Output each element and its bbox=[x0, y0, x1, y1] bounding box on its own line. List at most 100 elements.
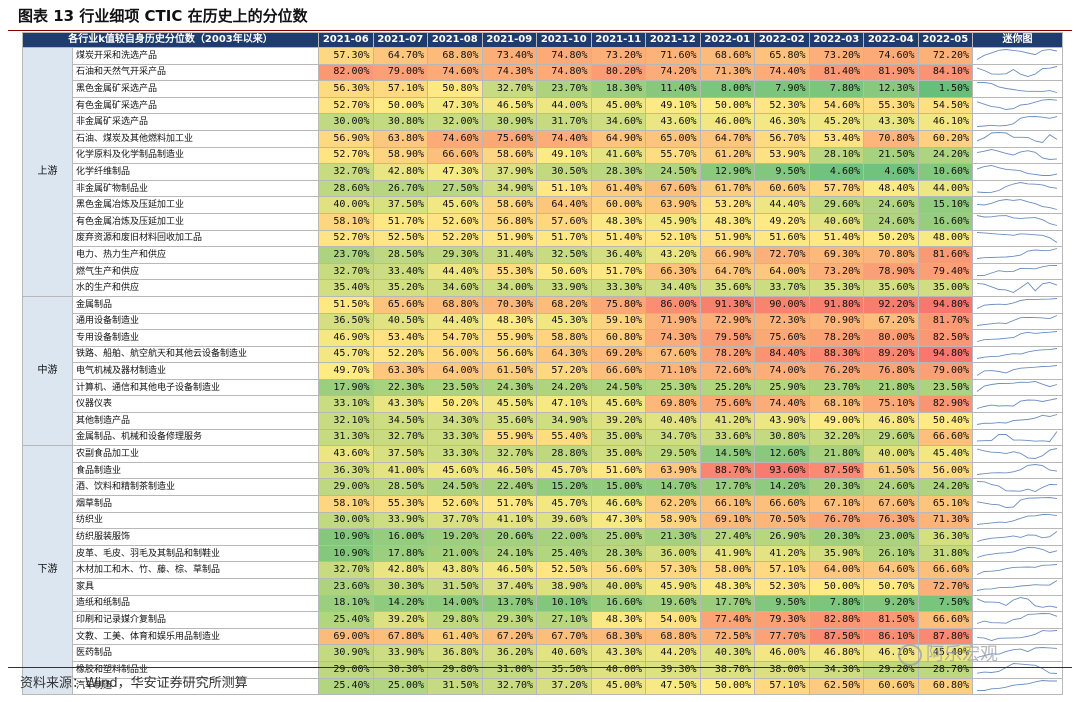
figure-title: 图表 13 行业细项 CTIC 在历史上的分位数 bbox=[18, 7, 308, 25]
value-cell: 33.40% bbox=[372, 262, 429, 281]
value-cell: 46.10% bbox=[917, 113, 974, 131]
value-cell: 13.70% bbox=[481, 594, 538, 613]
sparkline-cell bbox=[972, 594, 1064, 613]
value-cell: 48.30% bbox=[699, 578, 756, 596]
value-cell: 86.00% bbox=[645, 295, 701, 314]
value-cell: 70.80% bbox=[863, 129, 919, 148]
table-row: 纺织服装服饰 10.90% 16.00% 19.20% 20.60% 22.00% 25.0… bbox=[23, 528, 1064, 546]
value-cell: 7.80% bbox=[808, 594, 865, 613]
value-cell: 52.70% bbox=[318, 96, 374, 115]
value-cell: 91.30% bbox=[699, 295, 756, 314]
value-cell: 39.30% bbox=[645, 660, 701, 679]
sparkline-cell bbox=[972, 495, 1064, 513]
value-cell: 34.00% bbox=[481, 279, 538, 297]
sparkline-header: 迷你图 bbox=[972, 32, 1064, 48]
value-cell: 21.80% bbox=[808, 445, 865, 463]
value-cell: 19.20% bbox=[427, 528, 483, 546]
industry-name: 金属制品、机械和设备修理服务 bbox=[71, 428, 320, 447]
value-cell: 42.80% bbox=[372, 163, 429, 181]
sparkline bbox=[976, 447, 1058, 459]
value-cell: 48.40% bbox=[863, 179, 919, 198]
table-row: 上游 煤炭开采和洗选产品 57.30% 64.70% 68.80% 73.40% 74.80… bbox=[22, 47, 1064, 297]
value-cell: 57.30% bbox=[318, 47, 374, 65]
sparkline-line bbox=[976, 364, 1058, 376]
value-cell: 34.40% bbox=[645, 279, 701, 297]
value-cell: 55.30% bbox=[863, 96, 919, 115]
value-cell: 15.10% bbox=[917, 196, 974, 214]
industry-name: 家具 bbox=[71, 578, 320, 596]
table-row: 有色金属矿采选产品 52.70% 50.00% 47.30% 46.50% 44.00% 4… bbox=[23, 96, 1064, 115]
value-cell: 45.60% bbox=[427, 461, 483, 480]
value-cell: 12.90% bbox=[699, 163, 756, 181]
value-cell: 31.50% bbox=[427, 578, 483, 596]
value-cell: 74.60% bbox=[863, 47, 919, 65]
table-row: 印刷和记录媒介复制品 25.40% 39.20% 29.80% 29.30% 27.10%… bbox=[23, 611, 1064, 629]
value-cell: 66.90% bbox=[699, 246, 756, 264]
value-cell: 46.50% bbox=[481, 96, 538, 115]
value-cell: 37.90% bbox=[481, 163, 538, 181]
value-cell: 31.70% bbox=[536, 113, 592, 131]
value-cell: 22.30% bbox=[372, 378, 429, 397]
sparkline-cell bbox=[972, 312, 1064, 331]
value-cell: 37.50% bbox=[372, 445, 429, 463]
sparkline-cell bbox=[972, 196, 1064, 214]
sparkline-cell bbox=[972, 229, 1064, 248]
value-cell: 66.60% bbox=[590, 362, 647, 380]
value-cell: 12.30% bbox=[863, 80, 919, 98]
value-cell: 78.90% bbox=[863, 262, 919, 281]
group-label: 上游 bbox=[22, 47, 73, 297]
value-cell: 58.00% bbox=[699, 561, 756, 579]
value-cell: 41.20% bbox=[699, 412, 756, 430]
value-cell: 46.80% bbox=[863, 412, 919, 430]
industry-name: 医药制品 bbox=[71, 644, 320, 662]
sparkline-cell bbox=[972, 528, 1064, 546]
value-cell: 29.50% bbox=[645, 445, 701, 463]
sparkline-cell bbox=[972, 395, 1064, 414]
value-cell: 64.00% bbox=[754, 262, 810, 281]
value-cell: 17.70% bbox=[699, 478, 756, 497]
value-cell: 89.20% bbox=[863, 345, 919, 364]
value-cell: 52.60% bbox=[427, 495, 483, 513]
sparkline bbox=[976, 663, 1058, 675]
sparkline-cell bbox=[972, 561, 1064, 579]
value-cell: 57.30% bbox=[645, 561, 701, 579]
value-cell: 58.80% bbox=[536, 329, 592, 347]
value-cell: 32.70% bbox=[318, 163, 374, 181]
value-cell: 16.60% bbox=[590, 594, 647, 613]
value-cell: 64.70% bbox=[699, 129, 756, 148]
value-cell: 63.90% bbox=[645, 196, 701, 214]
value-cell: 63.80% bbox=[372, 129, 429, 148]
sparkline-line bbox=[976, 563, 1058, 575]
value-cell: 60.80% bbox=[590, 329, 647, 347]
value-cell: 54.50% bbox=[917, 96, 974, 115]
value-cell: 69.20% bbox=[590, 345, 647, 364]
value-cell: 47.10% bbox=[536, 395, 592, 414]
sparkline bbox=[976, 630, 1058, 642]
value-cell: 78.20% bbox=[699, 345, 756, 364]
sparkline-line bbox=[976, 198, 1058, 210]
value-cell: 44.40% bbox=[427, 262, 483, 281]
value-cell: 30.30% bbox=[372, 660, 429, 679]
table-row: 皮革、毛皮、羽毛及其制品和制鞋业 10.90% 17.80% 21.00% 24.10%… bbox=[23, 544, 1064, 563]
sparkline-line bbox=[977, 265, 1058, 276]
value-cell: 10.90% bbox=[318, 528, 374, 546]
sparkline-cell bbox=[972, 279, 1064, 297]
sparkline-cell bbox=[972, 63, 1064, 82]
month-header: 2021-08 bbox=[427, 32, 483, 48]
value-cell: 36.50% bbox=[318, 312, 374, 331]
value-cell: 25.40% bbox=[318, 611, 374, 629]
value-cell: 34.30% bbox=[808, 660, 865, 679]
sparkline-cell bbox=[972, 627, 1064, 646]
value-cell: 14.00% bbox=[427, 594, 483, 613]
value-cell: 44.00% bbox=[917, 179, 974, 198]
sparkline bbox=[976, 596, 1058, 608]
value-cell: 74.80% bbox=[536, 47, 592, 65]
value-cell: 74.80% bbox=[536, 63, 592, 82]
value-cell: 68.80% bbox=[427, 295, 483, 314]
value-cell: 34.90% bbox=[536, 412, 592, 430]
group-label: 下游 bbox=[22, 445, 73, 696]
value-cell: 25.40% bbox=[536, 544, 592, 563]
month-header: 2022-02 bbox=[754, 32, 810, 48]
value-cell: 50.00% bbox=[699, 96, 756, 115]
value-cell: 66.60% bbox=[754, 495, 810, 513]
